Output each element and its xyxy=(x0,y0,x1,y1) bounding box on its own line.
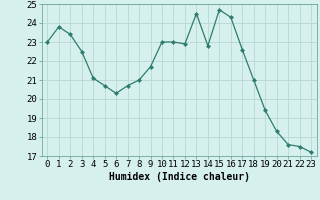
X-axis label: Humidex (Indice chaleur): Humidex (Indice chaleur) xyxy=(109,172,250,182)
